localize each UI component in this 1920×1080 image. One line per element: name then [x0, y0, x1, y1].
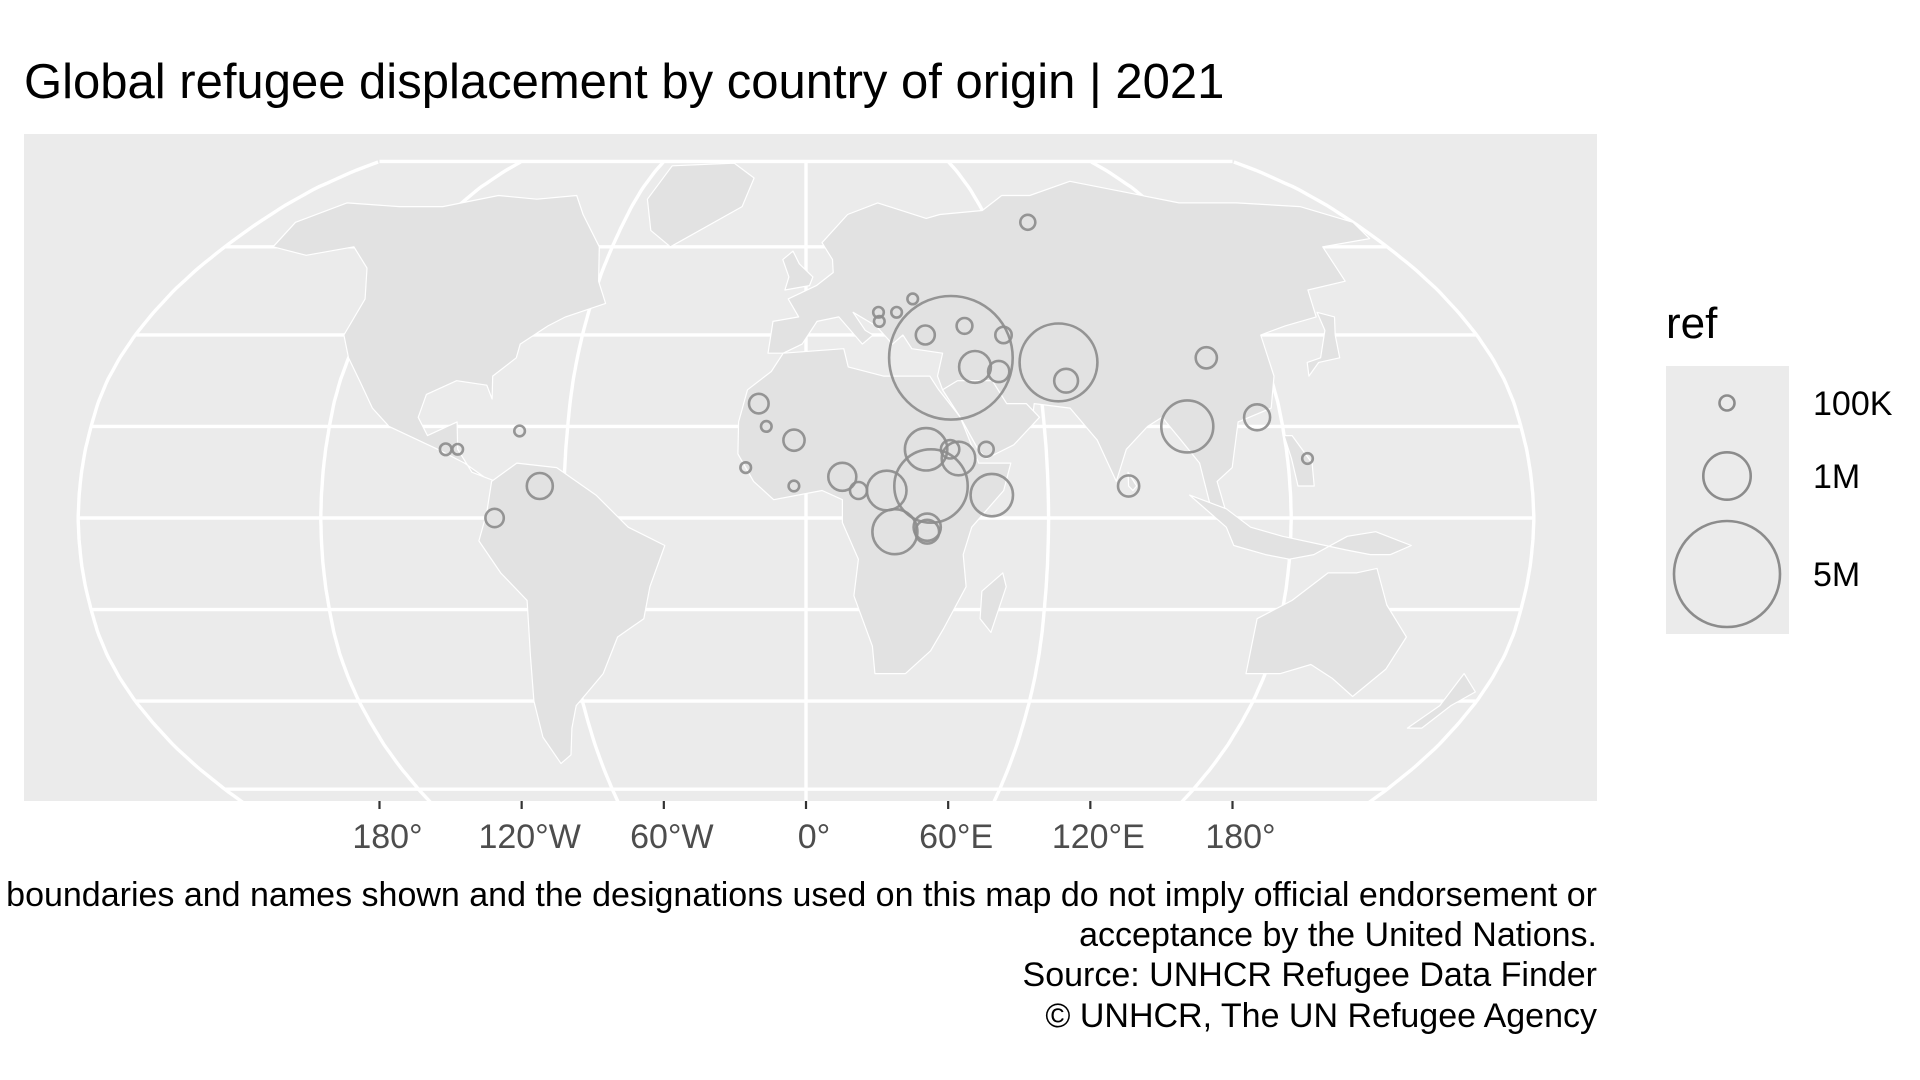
landmass-philippines — [1283, 435, 1315, 487]
refugee-circle — [1194, 345, 1219, 370]
legend-key-circle — [1702, 450, 1753, 501]
landmass-indonesia — [1189, 494, 1412, 560]
refugee-circle — [739, 461, 753, 475]
landmass-greenland — [646, 162, 755, 248]
landmass-madagascar — [979, 572, 1007, 633]
legend-key-circle — [1672, 519, 1782, 629]
x-tick-label: 180° — [1205, 818, 1275, 856]
legend: ref 100K 1M 5M — [1666, 299, 1893, 634]
refugee-circle — [903, 426, 949, 472]
caption-line: Source: UNHCR Refugee Data Finder — [1023, 956, 1597, 994]
refugee-circle — [1018, 322, 1099, 403]
x-tick-label: 60°E — [919, 818, 993, 856]
refugee-circle — [1160, 399, 1215, 454]
refugee-circle — [986, 359, 1011, 384]
landmass-europe-asia — [767, 180, 1371, 514]
x-tick-label: 180° — [352, 818, 422, 856]
refugee-circle — [977, 440, 996, 459]
refugee-circle — [782, 428, 806, 453]
refugee-circles — [438, 213, 1315, 556]
landmass-south-america — [478, 462, 666, 765]
refugee-circle — [1052, 367, 1080, 394]
landmass-uk — [782, 250, 814, 291]
legend-label: 1M — [1813, 458, 1860, 496]
refugee-circle — [913, 518, 941, 545]
refugee-circle — [940, 440, 977, 477]
refugee-circle — [939, 438, 961, 460]
refugee-circle — [871, 305, 886, 319]
landmass-australia — [1245, 567, 1407, 698]
x-tick-label: 120°E — [1052, 818, 1145, 856]
refugee-circle — [914, 324, 937, 346]
chart-title: Global refugee displacement by country o… — [24, 55, 1224, 109]
refugee-circle — [484, 507, 506, 529]
refugee-circle — [512, 424, 527, 438]
refugee-circle — [889, 305, 904, 319]
refugee-circle — [906, 292, 920, 306]
refugee-circle — [912, 512, 943, 543]
caption-line: acceptance by the United Nations. — [1079, 916, 1597, 954]
refugee-circle — [1019, 213, 1037, 232]
caption-line: © UNHCR, The UN Refugee Agency — [1045, 997, 1597, 1035]
legend-title: ref — [1666, 299, 1718, 348]
landmass-new-zealand — [1406, 673, 1476, 729]
refugee-circle — [1300, 451, 1315, 466]
landmass-africa — [737, 348, 1012, 675]
refugee-circle — [848, 480, 869, 501]
refugee-circle — [955, 316, 974, 336]
caption-line: The boundaries and names shown and the d… — [0, 876, 1597, 914]
refugee-circle — [1242, 402, 1272, 432]
refugee-circle — [892, 447, 969, 524]
refugee-circle — [747, 392, 770, 415]
refugee-circle — [969, 472, 1015, 518]
legend-key-circle — [1718, 394, 1736, 412]
refugee-circle — [787, 479, 801, 493]
land-masses — [272, 162, 1476, 765]
refugee-circle — [759, 419, 773, 434]
legend-label: 5M — [1813, 556, 1860, 594]
refugee-circle — [525, 471, 555, 501]
x-tick-label: 120°W — [478, 818, 580, 856]
refugee-circle — [1116, 474, 1141, 498]
refugee-circle — [887, 294, 1015, 421]
caption: The boundaries and names shown and the d… — [0, 876, 1597, 1035]
refugee-circle — [872, 314, 886, 329]
x-tick-label: 60°W — [630, 818, 714, 856]
x-tick-label: 0° — [798, 818, 831, 856]
x-axis-ticks: 180° 120°W 60°W 0° 60°E 120°E 180° — [352, 801, 1276, 856]
refugee-circle — [826, 461, 858, 493]
refugee-circle — [957, 349, 993, 385]
refugee-circle — [451, 442, 465, 456]
refugee-circle — [993, 325, 1013, 345]
legend-label: 100K — [1813, 385, 1893, 423]
landmass-north-america — [272, 194, 607, 482]
landmass-japan — [1306, 311, 1341, 377]
